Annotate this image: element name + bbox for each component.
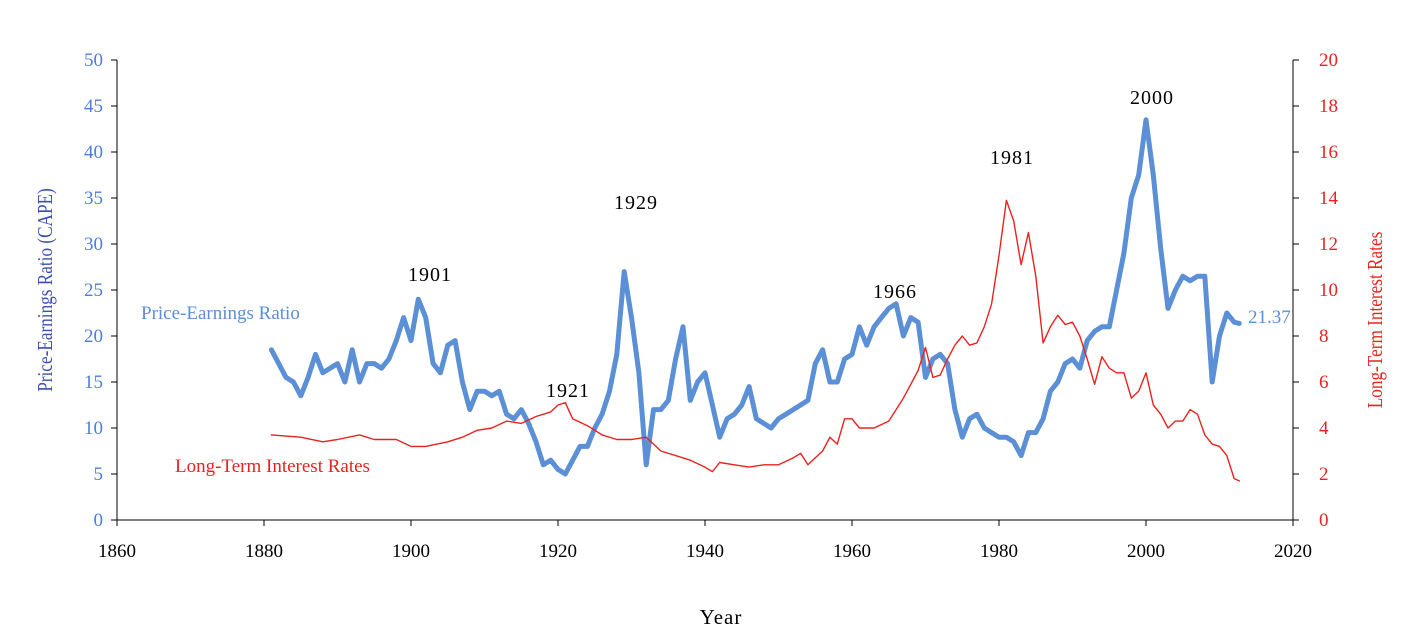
x-tick-label: 1960 [833,541,871,562]
x-tick-label: 1900 [392,541,430,562]
y-right-tick-label: 14 [1319,188,1339,209]
y-left-tick-label: 40 [84,142,103,163]
y-right-tick-label: 2 [1319,464,1329,485]
x-tick-label: 1860 [98,541,136,562]
y-right-tick-label: 20 [1319,50,1338,71]
y-right-tick-label: 12 [1319,234,1338,255]
y-left-tick-label: 15 [84,372,103,393]
x-axis-title: Year [700,605,743,629]
x-tick-label: 2020 [1274,541,1312,562]
peak-annotation-1921: 1921 [546,380,590,402]
peak-annotation-1981: 1981 [990,147,1034,169]
peak-annotation-1929: 1929 [614,192,658,214]
y-right-tick-label: 4 [1319,418,1329,439]
pe-ratio-series-line [268,117,1242,477]
labels-layer: Price-Earnings Ratio Long-Term Interest R… [141,87,1291,477]
y-left-tick-label: 45 [84,96,103,117]
peak-annotation-2000: 2000 [1130,87,1174,109]
y-right-tick-label: 18 [1319,96,1338,117]
y-right-tick-label: 0 [1319,510,1329,531]
x-tick-label: 2000 [1127,541,1165,562]
x-tick-label: 1920 [539,541,577,562]
peak-annotation-1901: 1901 [408,264,452,286]
x-tick-label: 1880 [245,541,283,562]
y-left-tick-label: 50 [84,50,103,71]
series-layer [268,117,1242,482]
y-left-tick-label: 0 [94,510,104,531]
interest-rate-series-label: Long-Term Interest Rates [175,456,370,477]
y-axis-right-title: Long-Term Interest Rates [1365,232,1388,409]
y-left-tick-label: 30 [84,234,103,255]
y-axis-left-title: Price-Earnings Ratio (CAPE) [35,188,58,392]
x-tick-label: 1940 [686,541,724,562]
y-right-tick-label: 16 [1319,142,1338,163]
y-left-tick-label: 10 [84,418,103,439]
y-left-tick-label: 20 [84,326,103,347]
y-right-tick-label: 10 [1319,280,1338,301]
y-left-tick-label: 25 [84,280,103,301]
y-left-tick-label: 35 [84,188,103,209]
last-value-label: 21.37 [1248,307,1291,328]
y-left-tick-label: 5 [94,464,104,485]
pe-ratio-series-label: Price-Earnings Ratio [141,303,300,324]
y-right-tick-label: 6 [1319,372,1329,393]
y-right-tick-label: 8 [1319,326,1329,347]
axes-layer: 0 5 10 15 20 25 30 35 40 45 50 0 2 4 6 8 10 12 14 16 18 20 186… [35,50,1388,629]
x-tick-label: 1980 [980,541,1018,562]
interest-rate-series-line [270,199,1241,482]
peak-annotation-1966: 1966 [873,281,917,303]
